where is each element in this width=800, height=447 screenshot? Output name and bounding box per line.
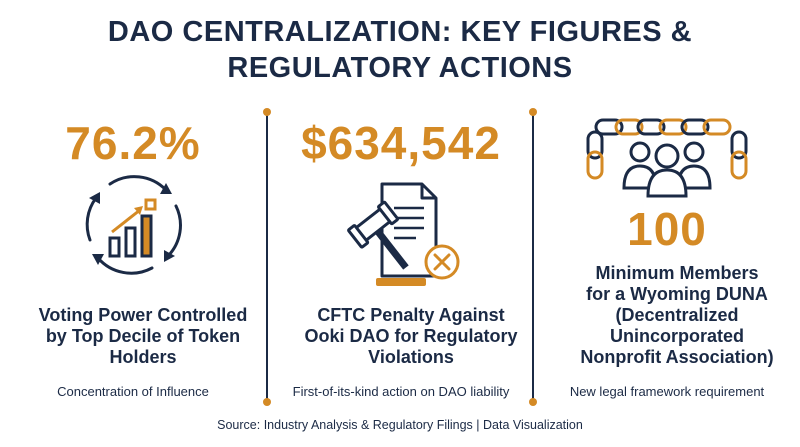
stat-value: 100 bbox=[627, 203, 707, 255]
gavel-document-icon bbox=[347, 182, 460, 286]
stat-subtext: New legal framework requirement bbox=[569, 384, 765, 399]
stat-label-line: Unincorporated bbox=[609, 326, 744, 346]
stat-card-cftc-penalty: $634,542 CFTC Penalty Against Ooki DAO f… bbox=[268, 108, 534, 408]
column-divider-2 bbox=[529, 108, 537, 406]
stat-label-line: Holders bbox=[109, 347, 177, 367]
stat-value: $634,542 bbox=[301, 117, 501, 169]
stat-label: Voting Power Controlled by Top Decile of… bbox=[0, 305, 286, 368]
chained-people-group-icon bbox=[586, 118, 748, 198]
stat-label-line: CFTC Penalty Against bbox=[317, 305, 505, 325]
stat-label: Minimum Members for a Wyoming DUNA (Dece… bbox=[534, 263, 800, 368]
stat-label: CFTC Penalty Against Ooki DAO for Regula… bbox=[268, 305, 554, 368]
title-line-1: DAO CENTRALIZATION: KEY FIGURES & bbox=[107, 16, 693, 48]
stat-label-line: (Decentralized bbox=[615, 305, 739, 325]
stat-label-line: Violations bbox=[368, 347, 454, 367]
stat-card-wyoming-duna: 100 Minimum Members for a Wyoming DUNA (… bbox=[534, 108, 800, 408]
stat-label-line: Nonprofit Association) bbox=[580, 347, 774, 367]
stat-subtext: First-of-its-kind action on DAO liabilit… bbox=[292, 384, 510, 399]
source-footnote: Source: Industry Analysis & Regulatory F… bbox=[217, 418, 583, 432]
column-divider-1 bbox=[263, 108, 271, 406]
title-line-2: REGULATORY ACTIONS bbox=[227, 52, 573, 84]
page-title: DAO CENTRALIZATION: KEY FIGURES & REGULA… bbox=[0, 14, 800, 86]
cycle-bar-chart-icon bbox=[85, 175, 182, 275]
stat-label-line: Minimum Members bbox=[595, 263, 759, 283]
stat-label-line: Ooki DAO for Regulatory bbox=[304, 326, 518, 346]
stat-label-line: Voting Power Controlled bbox=[38, 305, 248, 325]
stat-subtext: Concentration of Influence bbox=[57, 384, 209, 399]
stat-label-line: for a Wyoming DUNA bbox=[586, 284, 768, 304]
stat-label-line: by Top Decile of Token bbox=[45, 326, 241, 346]
stat-value: 76.2% bbox=[65, 117, 201, 169]
stat-card-voting-power: 76.2% Voting Power Controlled by Top Dec… bbox=[0, 108, 266, 408]
